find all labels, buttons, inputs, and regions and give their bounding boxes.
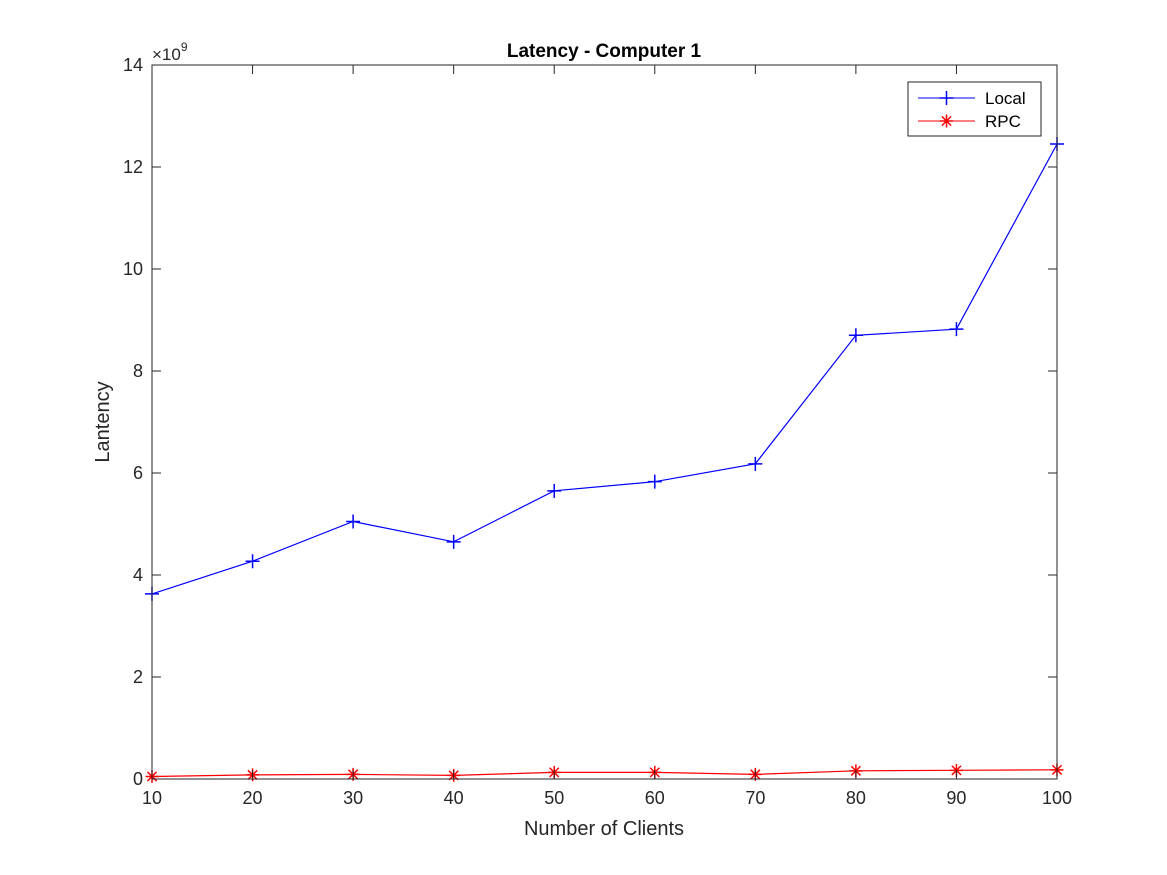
y-axis-label: Lantency xyxy=(92,381,114,462)
data-point-local xyxy=(848,328,863,343)
axes-box xyxy=(151,64,1058,780)
y-tick-label: 6 xyxy=(133,463,143,483)
ticks-layer: 10 20 30 40 50 60 70 80 90 100 0 2 4 6 8 10 12 14 xyxy=(123,55,1072,808)
y-exponent-power: 9 xyxy=(181,40,188,54)
legend-label-local: Local xyxy=(985,89,1026,108)
data-point-local xyxy=(748,456,763,471)
x-tick-label: 100 xyxy=(1042,788,1072,808)
data-point-local xyxy=(547,483,562,498)
x-tick-label: 40 xyxy=(444,788,464,808)
x-tick-label: 20 xyxy=(243,788,263,808)
legend-box xyxy=(907,81,1042,137)
series-line-local xyxy=(151,143,1058,595)
y-tick-label: 4 xyxy=(133,565,143,585)
data-point-local xyxy=(245,554,260,569)
data-point-local xyxy=(346,514,361,529)
y-tick-label: 10 xyxy=(123,259,143,279)
legend: Local RPC xyxy=(907,81,1042,137)
x-tick-label: 50 xyxy=(544,788,564,808)
data-point-local xyxy=(647,474,662,489)
chart-title: Latency - Computer 1 xyxy=(507,41,702,62)
x-tick-label: 60 xyxy=(645,788,665,808)
x-tick-label: 30 xyxy=(343,788,363,808)
y-tick-label: 12 xyxy=(123,157,143,177)
y-exponent-base: ×10 xyxy=(152,45,181,64)
y-tick-label: 14 xyxy=(123,55,143,75)
y-tick-label: 8 xyxy=(133,361,143,381)
series-line-rpc xyxy=(151,769,1058,778)
axes-background xyxy=(152,65,1057,779)
data-point-local xyxy=(949,322,964,337)
x-axis-label: Number of Clients xyxy=(524,818,684,840)
data-point-local xyxy=(446,534,461,549)
x-tick-label: 80 xyxy=(846,788,866,808)
y-tick-label: 0 xyxy=(133,769,143,789)
legend-marker-rpc xyxy=(940,114,953,128)
x-tick-label: 10 xyxy=(142,788,162,808)
x-tick-label: 70 xyxy=(745,788,765,808)
y-tick-label: 2 xyxy=(133,667,143,687)
y-exponent-label: ×109 xyxy=(152,40,188,64)
legend-label-rpc: RPC xyxy=(985,112,1021,131)
legend-marker-local xyxy=(939,91,954,105)
x-tick-label: 90 xyxy=(946,788,966,808)
